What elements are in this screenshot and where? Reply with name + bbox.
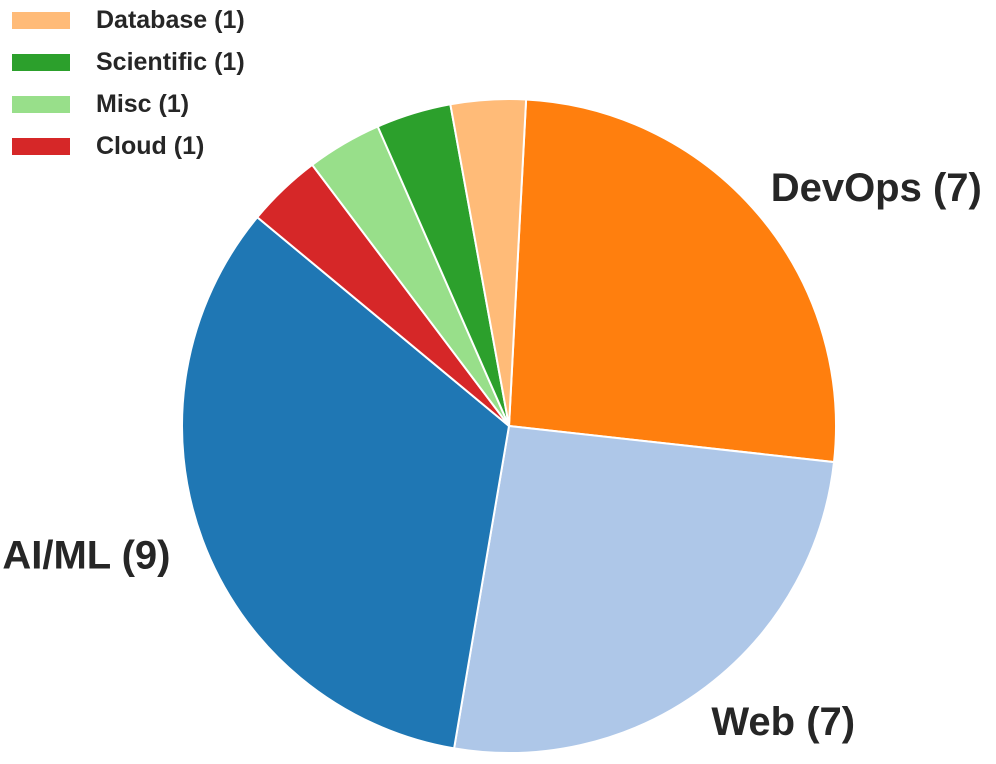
legend-swatch-scientific (12, 54, 70, 71)
legend-item-misc: Misc (1) (12, 90, 189, 118)
legend-swatch-database (12, 12, 70, 29)
pie-slices (181, 98, 837, 754)
pie-slice-labels: DevOps (7) Web (7) AI/ML (9) (2, 166, 982, 744)
legend-swatch-misc (12, 96, 70, 113)
slice-label-web: Web (7) (711, 700, 855, 744)
legend: Database (1) Scientific (1) Misc (1) Cloud … (12, 6, 245, 160)
legend-swatch-cloud (12, 138, 70, 155)
legend-item-scientific: Scientific (1) (12, 48, 245, 76)
legend-item-cloud: Cloud (1) (12, 132, 204, 160)
pie-slice-database (449, 98, 528, 427)
legend-label-cloud: Cloud (1) (96, 132, 204, 160)
legend-label-misc: Misc (1) (96, 90, 189, 118)
legend-label-database: Database (1) (96, 6, 245, 34)
slice-label-ai-ml: AI/ML (9) (2, 533, 170, 577)
legend-item-database: Database (1) (12, 6, 245, 34)
pie-slice-ai-ml (181, 215, 511, 750)
pie-slice-devops (507, 98, 837, 464)
pie-slice-web (452, 424, 836, 754)
slice-label-devops: DevOps (7) (771, 166, 982, 210)
legend-label-scientific: Scientific (1) (96, 48, 245, 76)
